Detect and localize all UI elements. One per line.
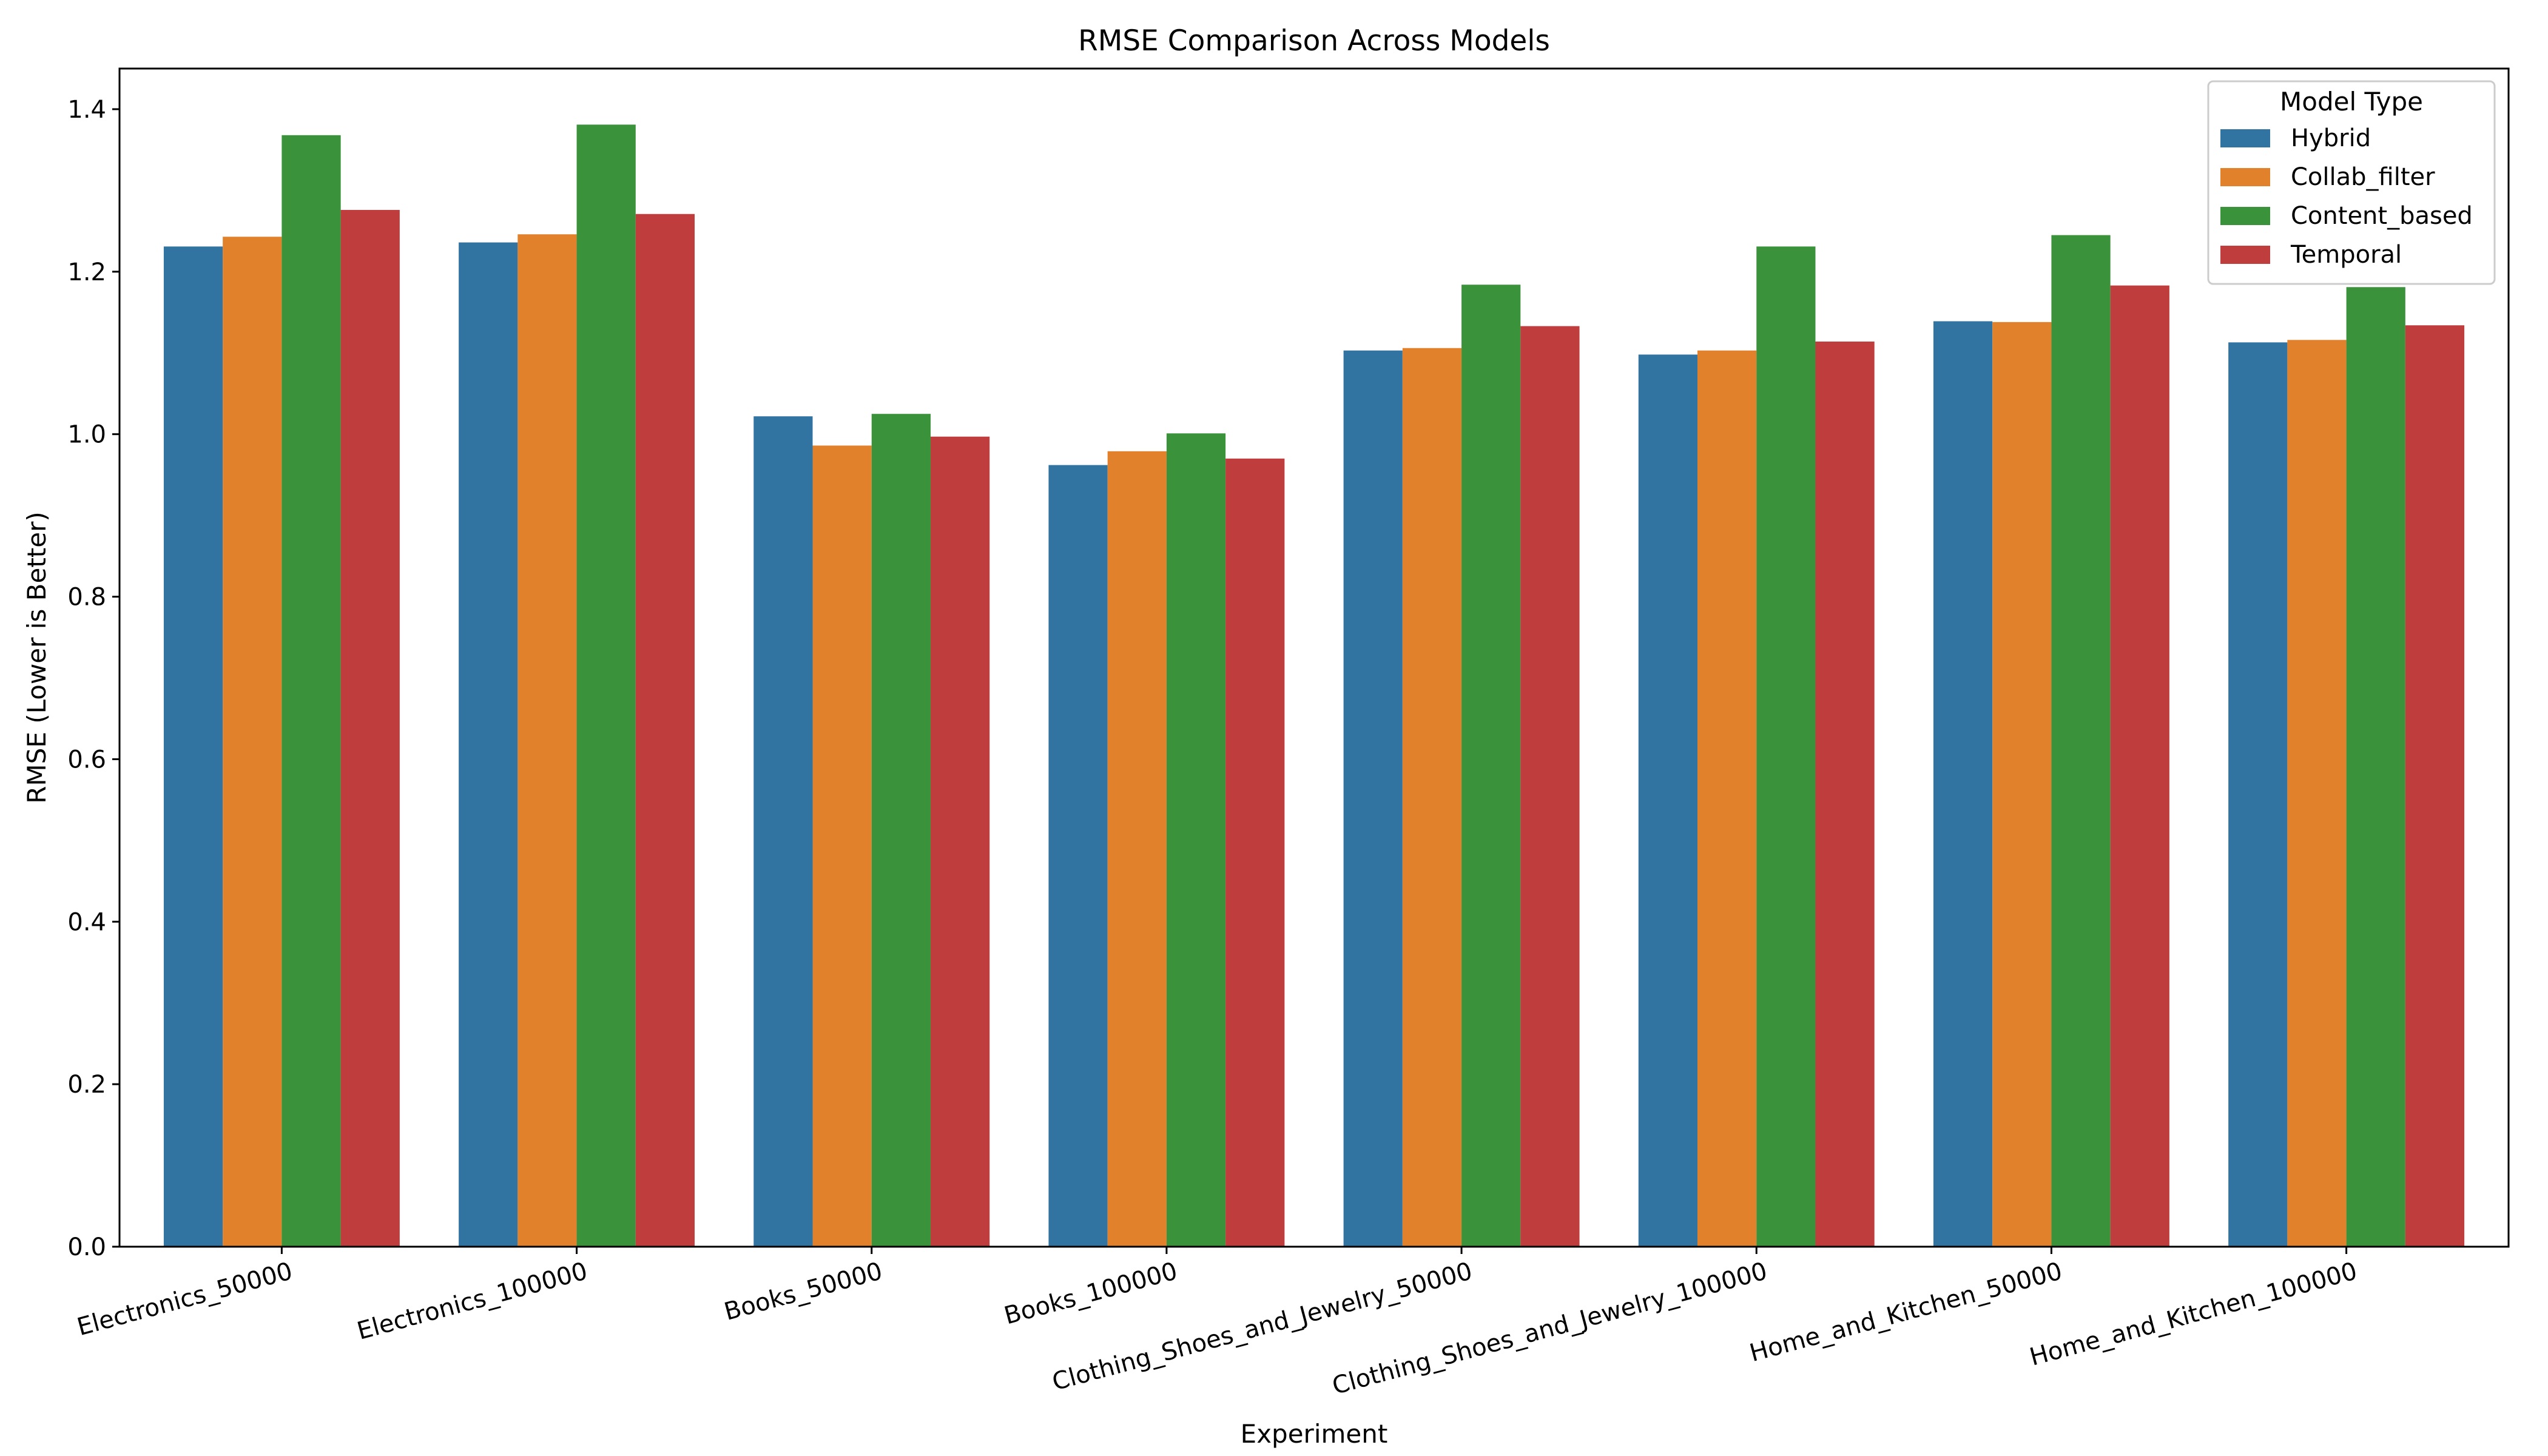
y-tick-label: 1.0 — [67, 421, 106, 449]
bar-content-based-3 — [871, 414, 931, 1247]
bar-collab-filter-4 — [1107, 451, 1167, 1247]
bar-content-based-8 — [2346, 287, 2405, 1247]
legend-swatch-content-based — [2220, 207, 2270, 225]
y-tick-label: 0.0 — [67, 1233, 106, 1261]
legend-label: Temporal — [2290, 241, 2402, 269]
y-tick-label: 0.6 — [67, 746, 106, 774]
bar-collab-filter-6 — [1697, 350, 1757, 1247]
legend-label: Hybrid — [2291, 124, 2371, 152]
legend-swatch-temporal — [2220, 246, 2270, 264]
bar-hybrid-3 — [753, 416, 813, 1247]
legend-label: Collab_filter — [2291, 163, 2435, 191]
bar-temporal-1 — [340, 210, 400, 1247]
y-tick-label: 0.4 — [67, 908, 106, 936]
bar-hybrid-8 — [2228, 342, 2288, 1247]
bar-hybrid-6 — [1638, 354, 1698, 1247]
bar-content-based-6 — [1756, 246, 1816, 1247]
y-axis-label: RMSE (Lower is Better) — [22, 511, 52, 804]
bar-temporal-7 — [2110, 285, 2169, 1247]
bar-hybrid-1 — [163, 246, 223, 1247]
y-axis: 0.0 0.2 0.4 0.6 0.8 1.0 1.2 1.4 — [67, 96, 120, 1261]
bar-collab-filter-7 — [1992, 322, 2052, 1247]
bar-temporal-6 — [1815, 342, 1875, 1247]
bar-temporal-2 — [635, 214, 695, 1247]
legend-title: Model Type — [2280, 87, 2423, 116]
legend-box — [2207, 80, 2496, 285]
bar-hybrid-7 — [1933, 321, 1993, 1247]
bar-temporal-5 — [1520, 326, 1580, 1247]
bar-collab-filter-1 — [223, 237, 282, 1247]
bar-collab-filter-8 — [2287, 340, 2347, 1247]
bar-temporal-4 — [1225, 458, 1285, 1247]
y-tick-label: 0.8 — [67, 584, 106, 612]
bar-content-based-4 — [1166, 433, 1226, 1247]
bar-hybrid-2 — [459, 242, 518, 1247]
legend-label: Content_based — [2291, 202, 2473, 230]
legend-swatch-hybrid — [2220, 129, 2270, 147]
bar-content-based-2 — [576, 124, 636, 1247]
legend-swatch-collab-filter — [2220, 168, 2270, 186]
bar-temporal-8 — [2405, 325, 2465, 1247]
bar-content-based-1 — [281, 135, 341, 1247]
bars-group — [163, 124, 2465, 1247]
bar-content-based-7 — [2051, 235, 2111, 1247]
chart-title: RMSE Comparison Across Models — [1078, 24, 1550, 58]
y-tick-label: 0.2 — [67, 1071, 106, 1099]
bar-hybrid-4 — [1048, 465, 1108, 1247]
legend-items: Hybrid Collab_filter Content_based Temporal — [2220, 124, 2473, 269]
bar-collab-filter-3 — [812, 445, 872, 1247]
bar-hybrid-5 — [1343, 350, 1403, 1247]
bar-collab-filter-2 — [517, 234, 577, 1247]
plot-frame — [118, 67, 2510, 1248]
y-tick-label: 1.2 — [67, 258, 106, 286]
bar-temporal-3 — [930, 436, 990, 1247]
x-axis-label: Experiment — [1241, 1419, 1388, 1449]
legend: Model Type Hybrid Collab_filter Content_ba… — [2207, 80, 2496, 285]
bar-collab-filter-5 — [1402, 348, 1462, 1247]
bar-content-based-5 — [1461, 285, 1521, 1247]
y-tick-label: 1.4 — [67, 96, 106, 124]
